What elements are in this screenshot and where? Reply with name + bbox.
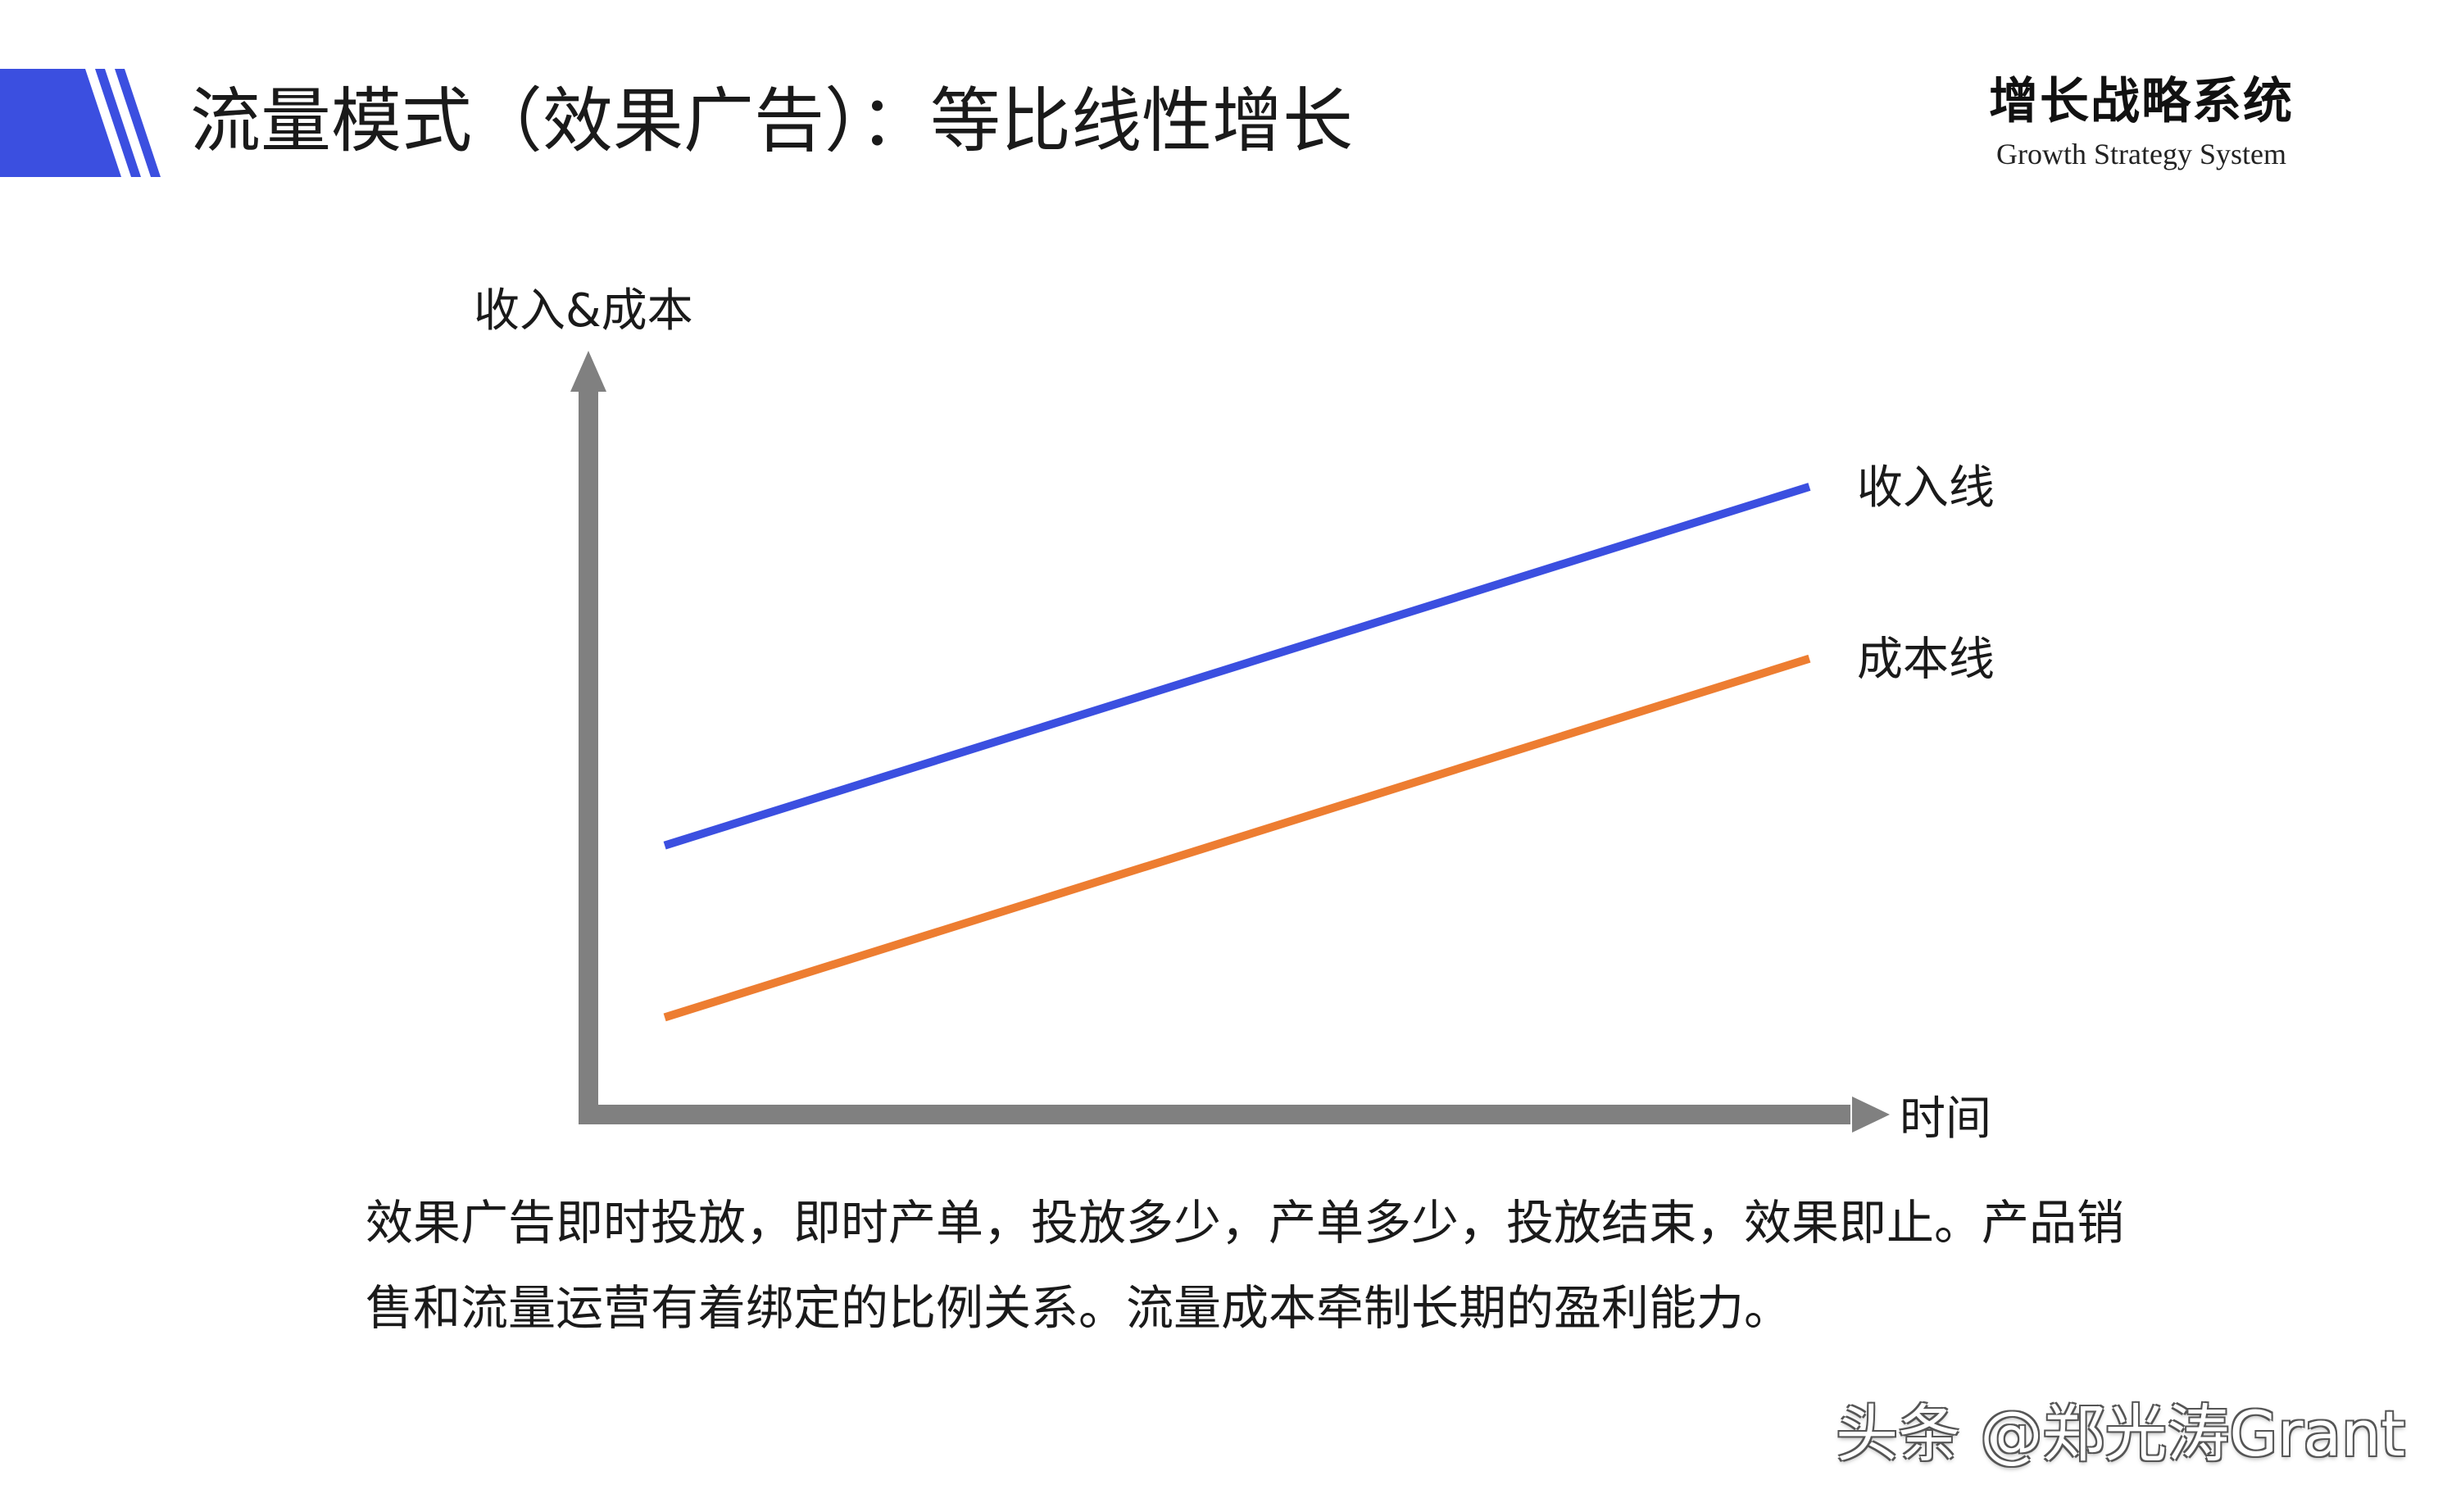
watermark: 头条 @郑光涛Grant xyxy=(1836,1397,2405,1470)
x-axis-line xyxy=(579,1105,1850,1124)
series-label-cost: 成本线 xyxy=(1857,633,1995,687)
y-axis-line xyxy=(579,384,598,1124)
header-stripes-decoration xyxy=(0,69,161,177)
brand-logo: 增长战略系统 Growth Strategy System xyxy=(1969,69,2313,174)
brand-name-en: Growth Strategy System xyxy=(1996,138,2286,170)
y-axis-label: 收入&成本 xyxy=(474,284,693,338)
page-title: 流量模式（效果广告）：等比线性增长 xyxy=(190,80,1353,162)
series-line-cost xyxy=(663,654,1811,1022)
x-axis-label: 时间 xyxy=(1900,1092,1991,1146)
chart-axes xyxy=(570,351,1890,1133)
chart-caption: 效果广告即时投放，即时产单，投放多少，产单多少，投放结束，效果即止。产品销售和流… xyxy=(365,1195,2125,1336)
brand-name-cn: 增长战略系统 xyxy=(1989,73,2294,130)
x-axis-arrow-icon xyxy=(1852,1097,1890,1133)
series-line-revenue xyxy=(663,483,1811,850)
series-label-revenue: 收入线 xyxy=(1857,461,1995,515)
y-axis-arrow-icon xyxy=(570,351,606,392)
